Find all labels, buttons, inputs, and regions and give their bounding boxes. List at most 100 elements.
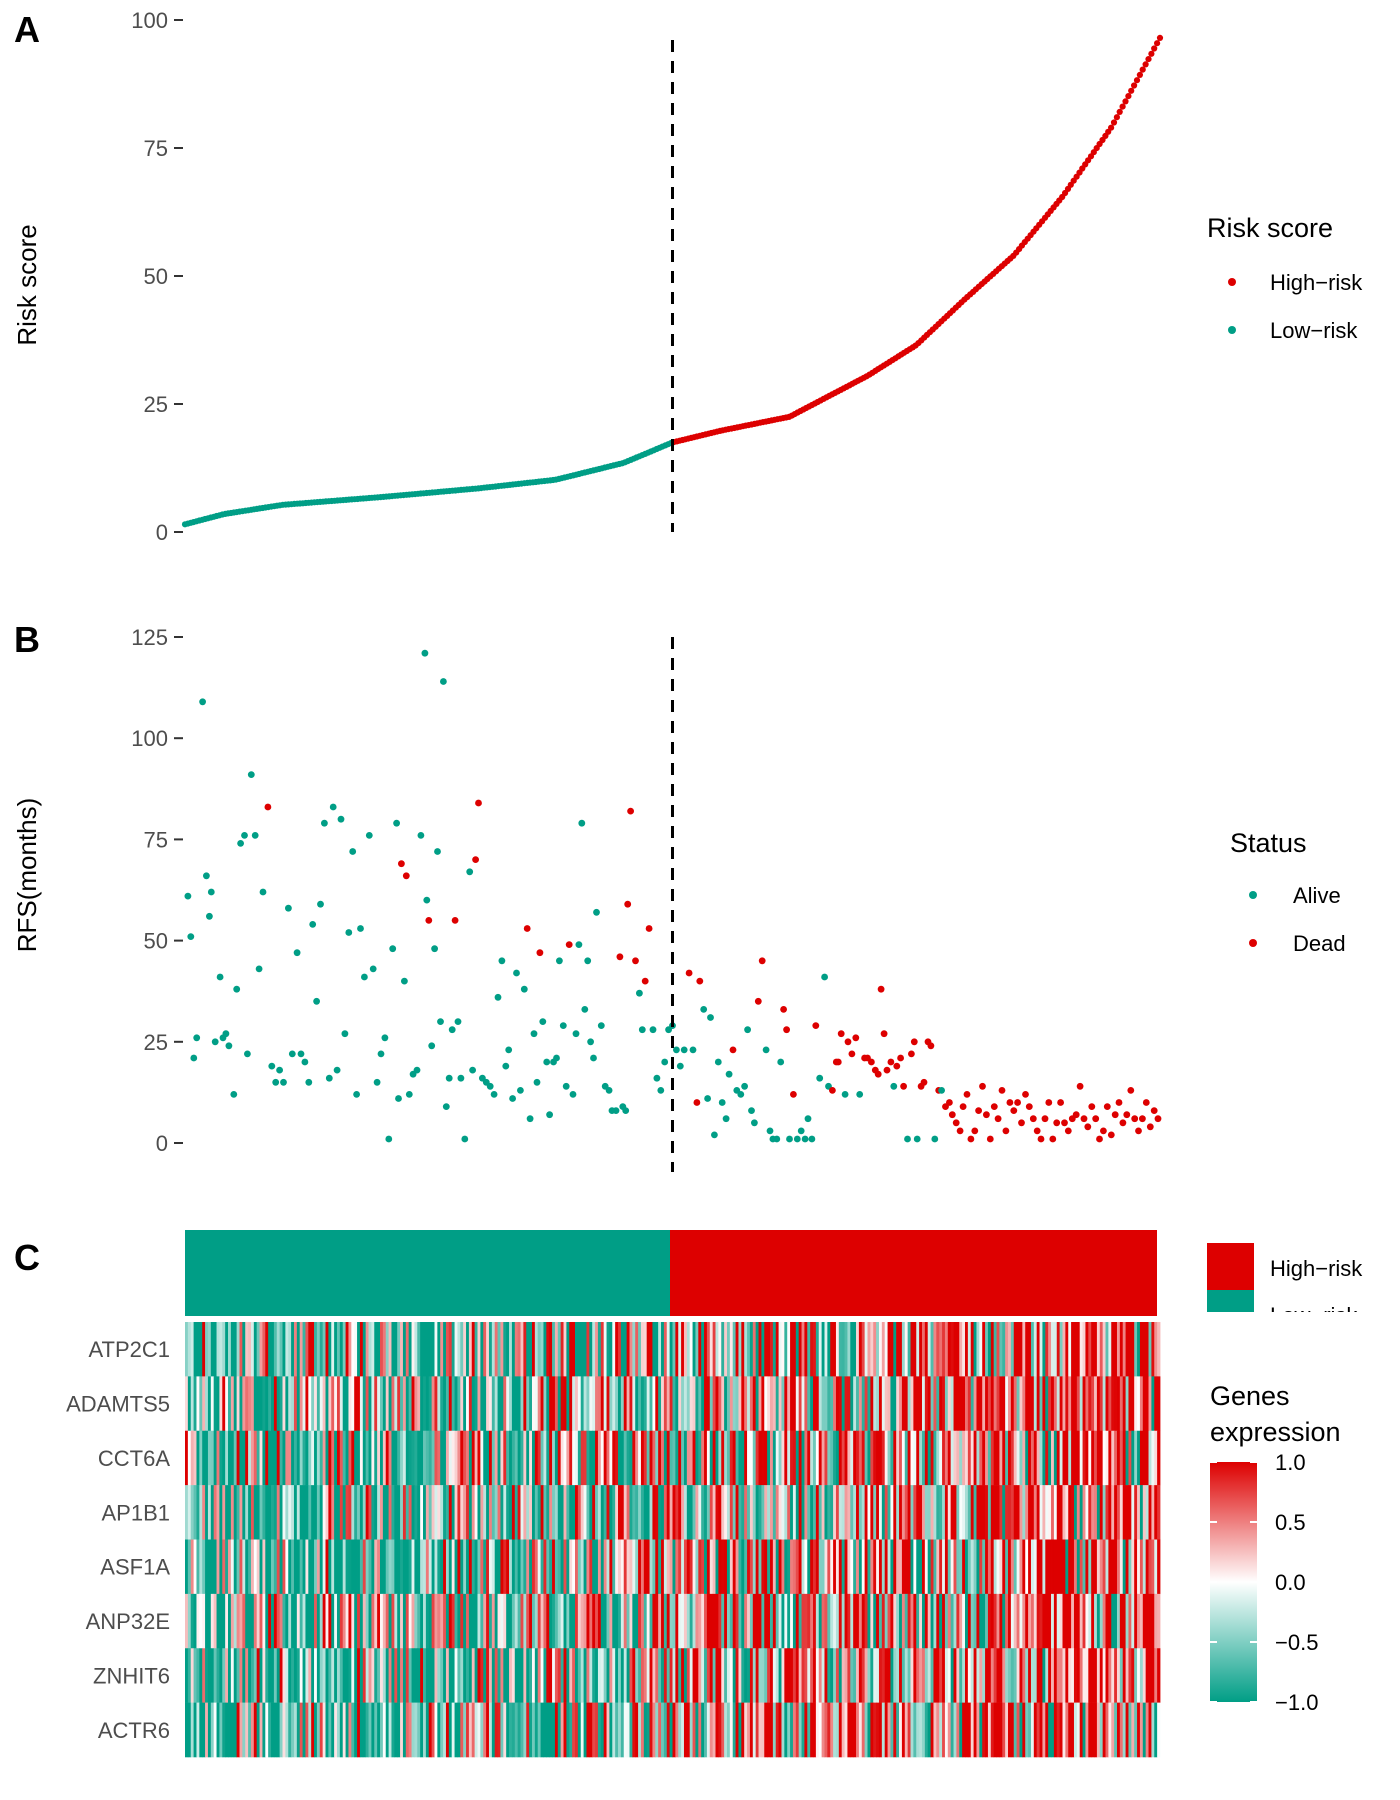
heatmap-cell [253, 1485, 258, 1540]
heatmap-cell [207, 1648, 212, 1703]
heatmap-cell [801, 1539, 805, 1595]
heatmap-cell [334, 1702, 338, 1758]
heatmap-cell [233, 1702, 238, 1758]
heatmap-cell [996, 1376, 1000, 1432]
heatmap-cell [1079, 1430, 1083, 1486]
heatmap-cell [767, 1376, 771, 1432]
heatmap-cell [543, 1322, 547, 1377]
heatmap-cell [790, 1376, 794, 1432]
heatmap-cell [833, 1539, 837, 1595]
heatmap-cell [612, 1485, 616, 1540]
heatmap-cell [1125, 1430, 1129, 1486]
heatmap-cell [597, 1430, 602, 1486]
heatmap-cell [686, 1539, 691, 1595]
heatmap-cell [394, 1376, 398, 1432]
heatmap-cell [339, 1485, 344, 1540]
heatmap-cell [523, 1430, 527, 1486]
rfs-point-alive [673, 1046, 680, 1054]
heatmap-cell [663, 1322, 668, 1377]
heatmap-cell [781, 1430, 785, 1486]
heatmap-cell [876, 1322, 880, 1377]
heatmap-cell [884, 1539, 888, 1595]
heatmap-cell [672, 1430, 676, 1486]
heatmap-cell [772, 1376, 777, 1432]
heatmap-cell [463, 1648, 467, 1703]
heatmap-cell [451, 1430, 455, 1486]
heatmap-cell [529, 1376, 533, 1432]
heatmap-cell [870, 1648, 874, 1703]
heatmap-cell [1013, 1322, 1018, 1377]
heatmap-cell [357, 1430, 361, 1486]
risk-score-point-high [1125, 93, 1132, 100]
colorbar-tick-label: 0.0 [1275, 1570, 1306, 1595]
heatmap-cell [222, 1648, 226, 1703]
legend-alive-marker [1249, 891, 1257, 899]
heatmap-cell [268, 1539, 272, 1595]
heatmap-cell [572, 1485, 576, 1540]
rfs-point-alive [661, 1058, 669, 1066]
heatmap-cell [511, 1322, 516, 1377]
heatmap-cell [431, 1485, 435, 1540]
heatmap-cell [589, 1485, 593, 1540]
rfs-point-alive [345, 929, 353, 936]
heatmap-cell [709, 1593, 714, 1649]
rfs-point-alive [297, 1050, 305, 1058]
heatmap-cell [1065, 1485, 1069, 1540]
heatmap-cell [425, 1702, 430, 1758]
rfs-point-alive [718, 1099, 726, 1106]
heatmap-cell [1151, 1593, 1155, 1649]
heatmap-cell [322, 1485, 326, 1540]
heatmap-cell [675, 1376, 679, 1432]
heatmap-cell [589, 1376, 593, 1432]
rfs-point-dead [952, 1119, 960, 1127]
heatmap-cell [623, 1539, 628, 1595]
heatmap-cell [529, 1648, 533, 1703]
heatmap-cell [1088, 1430, 1092, 1486]
heatmap-cell [354, 1593, 358, 1649]
heatmap-cell [1025, 1702, 1029, 1758]
heatmap-cell [629, 1322, 633, 1377]
heatmap-cell [1036, 1485, 1040, 1540]
heatmap-cell [196, 1593, 200, 1649]
heatmap-cell [890, 1539, 894, 1595]
rfs-point-alive [230, 1091, 238, 1098]
heatmap-cell [534, 1376, 539, 1432]
heatmap-cell [1062, 1593, 1066, 1649]
heatmap-cell [1137, 1322, 1141, 1377]
heatmap-cell [810, 1539, 814, 1595]
heatmap-cell [801, 1648, 805, 1703]
heatmap-cell [821, 1702, 825, 1758]
heatmap-cell [1105, 1430, 1109, 1486]
heatmap-cell [1128, 1539, 1132, 1595]
heatmap-cell [509, 1702, 513, 1758]
heatmap-cell [316, 1322, 321, 1377]
heatmap-cell [896, 1702, 900, 1758]
heatmap-cell [850, 1485, 854, 1540]
heatmap-cell [792, 1593, 797, 1649]
heatmap-cell [663, 1539, 668, 1595]
heatmap-cell [228, 1485, 232, 1540]
heatmap-cell [554, 1702, 559, 1758]
heatmap-cell [1076, 1539, 1081, 1595]
rfs-point-alive [341, 1030, 349, 1038]
heatmap-cell [572, 1648, 576, 1703]
heatmap-cell [1154, 1485, 1158, 1540]
rfs-point-alive [461, 1135, 469, 1143]
rfs-point-dead [780, 1006, 787, 1013]
heatmap-cell [554, 1376, 559, 1432]
heatmap-cell [987, 1648, 992, 1703]
heatmap-cell [362, 1430, 367, 1486]
heatmap-cell [569, 1539, 573, 1595]
heatmap-cell [804, 1593, 808, 1649]
heatmap-cell [216, 1430, 220, 1486]
heatmap-cell [193, 1648, 197, 1703]
heatmap-cell [976, 1648, 980, 1703]
heatmap-cell [1068, 1376, 1072, 1432]
heatmap-cell [471, 1430, 476, 1486]
heatmap-cell [807, 1648, 811, 1703]
heatmap-cell [752, 1539, 757, 1595]
heatmap-cell [1111, 1430, 1115, 1486]
heatmap-cell [853, 1322, 857, 1377]
rfs-point-alive [421, 649, 429, 657]
heatmap-cell [506, 1322, 510, 1377]
